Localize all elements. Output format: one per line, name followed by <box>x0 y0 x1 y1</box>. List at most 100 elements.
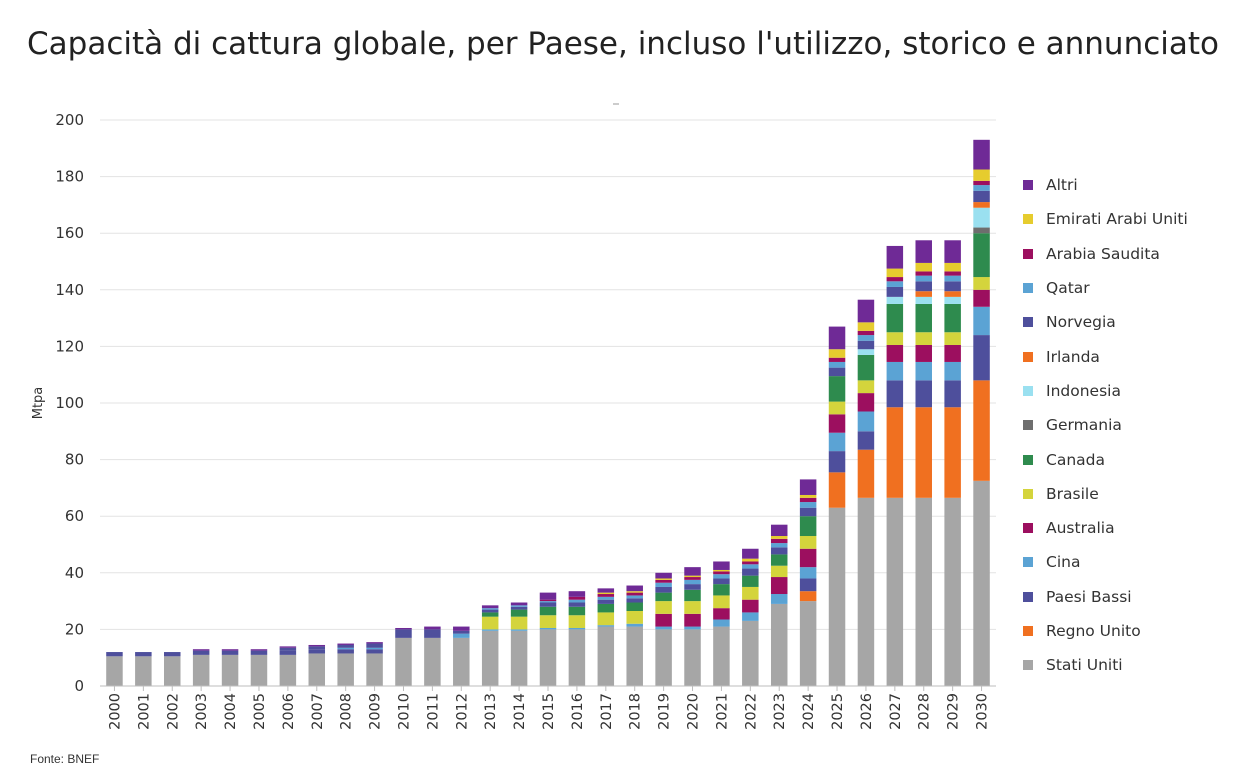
bar-segment <box>828 326 846 350</box>
x-tick-label: 2021 <box>714 693 730 730</box>
bar-segment <box>944 271 961 276</box>
bar-segment <box>106 652 123 657</box>
bar-segment <box>915 497 932 686</box>
bar-segment <box>568 599 586 603</box>
bar-segment <box>539 592 557 600</box>
bar-segment <box>539 615 557 628</box>
y-tick-label: 200 <box>55 111 84 129</box>
bar-segment <box>886 344 904 362</box>
y-tick-label: 120 <box>55 337 84 355</box>
bar-segment <box>366 647 383 650</box>
bar-segment <box>770 594 788 604</box>
bar-segment <box>799 507 817 517</box>
bar-segment <box>886 277 904 282</box>
bar-segment <box>655 629 672 686</box>
x-tick-label: 2013 <box>483 693 499 730</box>
bar-segment <box>828 376 846 402</box>
bar-segment <box>770 538 788 544</box>
bar-segment <box>857 497 875 686</box>
bar-segment <box>684 584 701 590</box>
x-tick-label: 2011 <box>425 693 441 730</box>
x-tick-label: 2027 <box>888 693 904 730</box>
bar-segment <box>366 653 383 686</box>
bar-segment <box>828 357 846 362</box>
bar-segment <box>799 578 817 592</box>
bar-segment <box>395 627 412 630</box>
bar-segment <box>886 380 904 408</box>
bar-segment <box>915 303 932 333</box>
bar-segment <box>424 626 441 630</box>
bar-segment <box>886 281 904 287</box>
bar-segment <box>395 637 412 686</box>
bar-segment <box>510 609 528 617</box>
bar-segment <box>626 591 643 593</box>
x-tick-label: 2003 <box>194 693 210 730</box>
bar-segment <box>568 591 586 597</box>
legend-swatch <box>1023 351 1033 362</box>
source-note: Fonte: BNEF <box>30 752 100 766</box>
bar-segment <box>713 569 730 572</box>
bar-segment <box>597 603 615 613</box>
bar-segment <box>944 361 961 381</box>
bar-segment <box>597 599 615 604</box>
bar-segment <box>684 579 701 585</box>
bar-segment <box>221 649 239 651</box>
bar-segment <box>915 240 932 263</box>
bar-segment <box>857 411 875 432</box>
bar-segment <box>510 630 528 686</box>
x-tick-label: 2009 <box>368 693 384 730</box>
legend-label: Stati Uniti <box>1046 656 1123 675</box>
legend-label: Indonesia <box>1046 381 1121 400</box>
bar-segment <box>250 650 268 655</box>
bar-segment <box>597 626 615 686</box>
legend: Altri Emirati Arabi Uniti Arabia Saudita Qa… <box>1023 168 1188 682</box>
bar-segment <box>481 616 499 630</box>
bar-segment <box>713 608 730 620</box>
bar-segment <box>944 497 961 686</box>
legend-item: Australia <box>1023 511 1188 545</box>
bar-segment <box>713 626 730 686</box>
legend-swatch <box>1023 454 1033 465</box>
bar-segment <box>857 354 875 381</box>
bar-segment <box>221 654 239 686</box>
bar-segment <box>684 577 701 580</box>
legend-swatch <box>1023 557 1033 568</box>
bar-segment <box>973 277 990 290</box>
bar-segment <box>886 296 904 304</box>
bar-segment <box>742 564 759 569</box>
gridlines <box>100 119 996 630</box>
bar-segment <box>857 449 875 498</box>
bar-segment <box>337 649 354 654</box>
bar-segment <box>886 286 904 297</box>
legend-label: Altri <box>1046 176 1078 195</box>
bar-segment <box>655 586 672 593</box>
bar-segment <box>886 361 904 381</box>
bar-segment <box>568 627 586 630</box>
bar-segment <box>944 262 961 272</box>
bar-segment <box>135 656 152 686</box>
bar-segment <box>221 650 239 655</box>
bar-segment <box>799 601 817 686</box>
x-tick-label: 2022 <box>743 693 759 730</box>
bar-segment <box>424 637 441 686</box>
bar-segment <box>915 275 932 282</box>
bar-segment <box>655 626 672 630</box>
bar-segment <box>308 649 326 654</box>
bar-segment <box>973 180 990 186</box>
legend-label: Australia <box>1046 519 1115 538</box>
bar-segment <box>164 656 181 686</box>
bar-segment <box>857 335 875 341</box>
bar-segment <box>626 595 643 599</box>
legend-item: Emirati Arabi Uniti <box>1023 202 1188 236</box>
bar-segment <box>857 340 875 350</box>
legend-label: Germania <box>1046 416 1122 435</box>
bar-segment <box>626 623 643 627</box>
bar-segment <box>713 574 730 579</box>
bar-segment <box>828 472 846 508</box>
bar-segment <box>944 344 961 362</box>
bar-segment <box>857 431 875 450</box>
legend-swatch <box>1023 488 1033 499</box>
bar-segment <box>395 629 412 638</box>
bar-segment <box>915 332 932 345</box>
